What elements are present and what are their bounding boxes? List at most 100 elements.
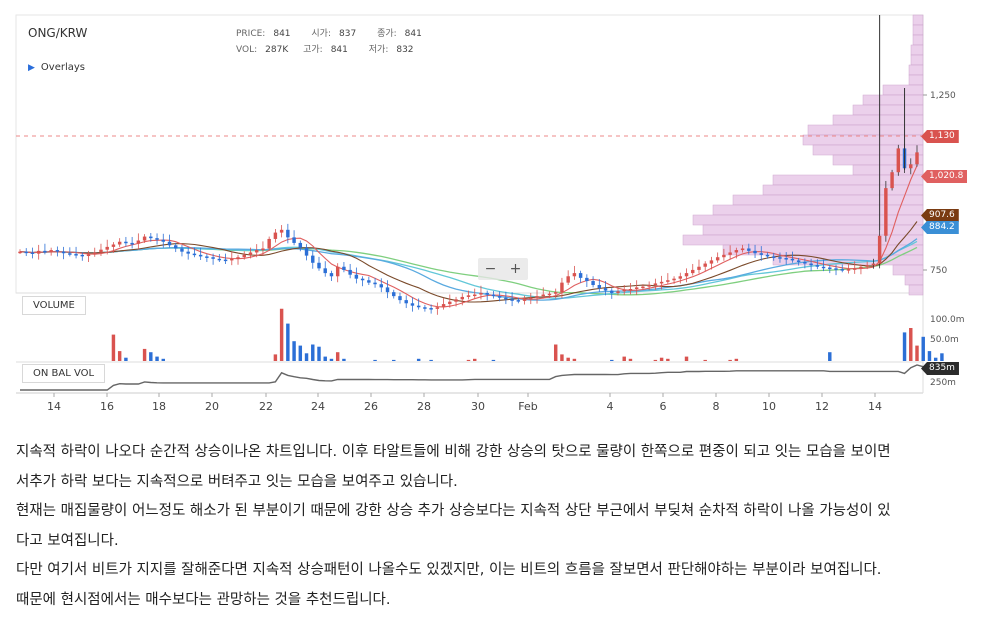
candle-body (610, 290, 614, 293)
candle-body (136, 240, 141, 244)
chart-area[interactable]: 1,2501,000750100.0m50.0m250m141618202224… (0, 0, 999, 420)
candle-body (473, 294, 477, 297)
candle-body (55, 250, 60, 252)
high-key: 고가: (303, 45, 323, 55)
text-line-1: 지속적 하락이 나오다 순간적 상승이나온 차트입니다. 이후 타알트들에 비해… (16, 444, 891, 460)
volume-profile-bar (852, 164, 924, 176)
y-tick-label: 1,250 (930, 91, 956, 101)
candle-body (86, 254, 91, 257)
volume-profile-bar (762, 184, 924, 196)
volume-bar (628, 358, 633, 361)
volume-bar (659, 357, 664, 361)
candle-body (448, 301, 452, 305)
candle-body (585, 277, 589, 282)
candle-body (566, 276, 570, 283)
price-chart[interactable]: 1,2501,000750100.0m50.0m250m141618202224… (0, 0, 999, 420)
candle-body (715, 257, 720, 261)
candle-body (466, 295, 471, 297)
volume-profile-bar (912, 34, 924, 46)
candle-body (24, 251, 28, 254)
candle-body (709, 260, 714, 264)
ma1-price-tag: 1,020.8 (921, 170, 968, 183)
x-tick-label: 6 (660, 400, 667, 413)
candle-body (622, 289, 626, 292)
volume-bar (298, 345, 303, 361)
candle-body (292, 237, 296, 243)
volume-profile-bar (692, 214, 924, 226)
volume-bar (653, 359, 658, 361)
text-line-4: 다고 보여집니다. (16, 532, 119, 549)
last-price-tag: 1,130 (921, 130, 959, 143)
overlays-toggle[interactable]: ▶ Overlays (28, 62, 85, 73)
candle-body (192, 253, 197, 256)
candle-body (491, 294, 496, 297)
candle-body (678, 276, 683, 279)
candle-body (36, 250, 41, 254)
volume-profile-bar (912, 24, 924, 36)
volume-profile-bar (682, 234, 924, 246)
vol-key: VOL: (236, 45, 258, 55)
pair-title: ONG/KRW (28, 26, 88, 40)
volume-bar (142, 348, 147, 361)
obv-panel-label: ON BAL VOL (22, 364, 106, 383)
candle-body (653, 283, 658, 286)
candle-body (510, 299, 514, 301)
volume-profile-bar (807, 124, 924, 136)
candle-body (846, 269, 851, 271)
candle-body (18, 251, 22, 254)
candle-body (304, 247, 309, 256)
volume-bar (473, 358, 477, 361)
candle-body (155, 238, 159, 240)
candle-body (684, 273, 689, 277)
volume-bar (392, 359, 396, 361)
open-value: 837 (339, 29, 357, 39)
volume-profile-bar (862, 94, 924, 106)
candle-body (641, 286, 645, 289)
x-tick-label: 8 (713, 400, 720, 413)
low-value: 832 (396, 45, 414, 55)
candle-body (840, 269, 844, 271)
volume-bar (927, 351, 932, 361)
candle-body (167, 241, 172, 246)
x-tick-label: 22 (259, 400, 273, 413)
candle-body (174, 245, 178, 249)
candle-body (111, 244, 116, 247)
x-tick-label: 16 (100, 400, 114, 413)
zoom-out-button[interactable]: − (484, 261, 497, 277)
volume-bar (286, 323, 290, 361)
candle-body (722, 254, 726, 258)
candle-body (323, 268, 327, 274)
volume-profile-bar (910, 54, 924, 66)
x-tick-label: 14 (868, 400, 882, 413)
candle-body (367, 280, 371, 283)
candle-body (759, 253, 763, 255)
volume-profile-bar (732, 194, 924, 206)
candle-body (659, 281, 664, 284)
zoom-control[interactable]: − + (478, 258, 528, 280)
x-tick-label: 14 (47, 400, 61, 413)
x-tick-label: 24 (311, 400, 325, 413)
volume-profile-bar (908, 64, 924, 76)
zoom-in-button[interactable]: + (509, 261, 522, 277)
price-value: 841 (273, 29, 291, 39)
volume-tick-label: 100.0m (930, 315, 965, 325)
volume-panel-label: VOLUME (22, 296, 86, 315)
volume-bar (828, 352, 832, 361)
x-tick-label: Feb (518, 400, 537, 413)
x-tick-label: 4 (607, 400, 614, 413)
candle-body (99, 249, 103, 253)
candle-body (572, 273, 577, 277)
candle-body (890, 172, 894, 189)
volume-profile-bar (812, 144, 924, 156)
candle-body (49, 250, 53, 253)
candle-body (479, 292, 483, 295)
ma2-price-tag: 907.6 (921, 209, 959, 222)
candle-body (734, 250, 739, 253)
volume-bar (572, 358, 577, 361)
candle-body (217, 258, 222, 261)
candle-body (666, 280, 670, 282)
candle-body (254, 250, 259, 253)
x-tick-label: 28 (417, 400, 431, 413)
candle-body (423, 307, 427, 309)
x-tick-label: 30 (471, 400, 485, 413)
